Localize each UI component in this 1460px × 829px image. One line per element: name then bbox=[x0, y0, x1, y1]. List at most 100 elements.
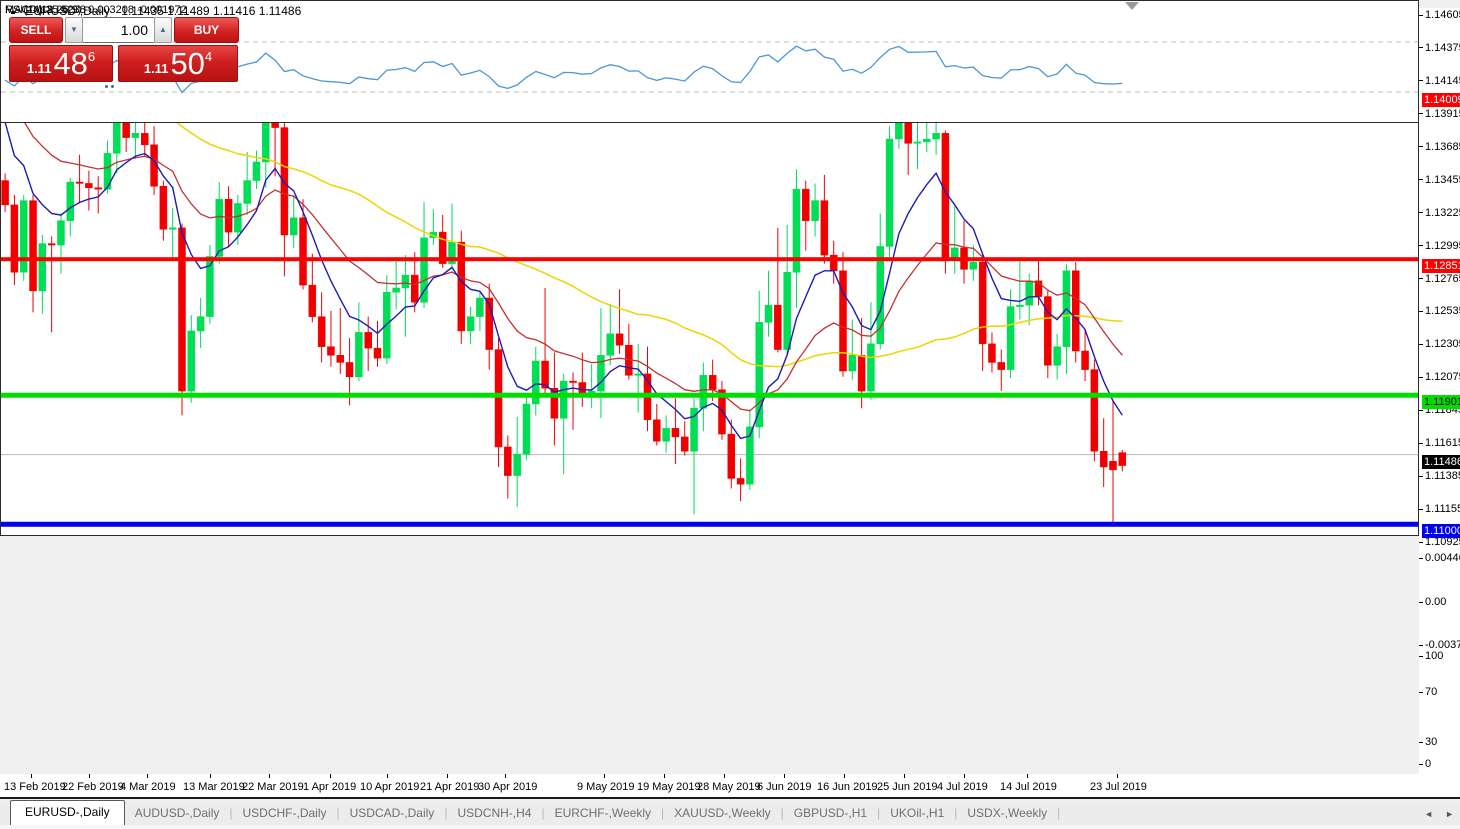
price-axis-tick: 1.14145 bbox=[1419, 74, 1460, 88]
buy-price-base: 1.11 bbox=[143, 61, 169, 76]
date-axis-label: 13 Mar 2019 bbox=[183, 781, 245, 793]
chart-tab-gbpusd[interactable]: GBPUSD-,H1 bbox=[793, 806, 868, 820]
tab-separator: | bbox=[877, 806, 881, 820]
rsi-axis-tick: 100 bbox=[1419, 649, 1443, 663]
price-axis[interactable]: 1.14605 1.14375 1.14145 1.13915 1.13685 1.134… bbox=[1419, 8, 1460, 774]
date-axis-tickmark bbox=[724, 774, 725, 778]
date-axis-label: 16 Jun 2019 bbox=[817, 781, 878, 793]
collapse-triangle-icon[interactable]: ▲ bbox=[9, 7, 17, 16]
date-axis-tickmark bbox=[1027, 774, 1028, 778]
tab-separator: | bbox=[661, 806, 665, 820]
current-price-label: 1.11486 bbox=[1422, 454, 1460, 469]
macd-axis-tick: 0.00 bbox=[1419, 595, 1446, 609]
price-axis-tick: 1.13685 bbox=[1419, 140, 1460, 154]
date-axis-tickmark bbox=[210, 774, 211, 778]
price-axis-tick: 1.14375 bbox=[1419, 41, 1460, 55]
sell-price-quote[interactable]: 1.11 48 6 bbox=[9, 45, 113, 82]
chart-shift-marker-icon[interactable] bbox=[1125, 2, 1139, 10]
chart-tab-bar: EURUSD-,Daily AUDUSD-,Daily | USDCHF-,Daily… bbox=[0, 800, 1460, 825]
date-axis-tickmark bbox=[31, 774, 32, 778]
price-axis-tick: 1.13225 bbox=[1419, 206, 1460, 220]
rsi-axis-tick: 30 bbox=[1419, 735, 1437, 749]
price-axis-tick: 1.11615 bbox=[1419, 436, 1460, 450]
price-axis-tick: 1.11385 bbox=[1419, 469, 1460, 483]
date-axis-label: 30 Apr 2019 bbox=[478, 781, 538, 793]
sell-price-big: 48 bbox=[53, 46, 88, 81]
rsi-axis-tick: 70 bbox=[1419, 685, 1437, 699]
date-axis-label: 19 May 2019 bbox=[637, 781, 701, 793]
level-price-label: 1.14009 bbox=[1422, 93, 1460, 108]
macd-label: MACD(12,26,9) -0.003208 -0.001972 bbox=[5, 4, 187, 16]
tab-separator: | bbox=[780, 806, 784, 820]
date-axis-tickmark bbox=[604, 774, 605, 778]
date-axis-tickmark bbox=[664, 774, 665, 778]
chart-tab-usdchf[interactable]: USDCHF-,Daily bbox=[242, 806, 327, 820]
price-axis-tick: 1.12995 bbox=[1419, 239, 1460, 253]
tab-separator: | bbox=[336, 806, 340, 820]
date-axis-label: 9 May 2019 bbox=[577, 781, 635, 793]
date-axis-tickmark bbox=[330, 774, 331, 778]
rsi-label: RSI(14) 35.5238 bbox=[5, 4, 86, 16]
tab-separator: | bbox=[954, 806, 958, 820]
chart-tab-usdx[interactable]: USDX-,Weekly bbox=[967, 806, 1048, 820]
buy-price-quote[interactable]: 1.11 50 4 bbox=[118, 45, 238, 82]
ohlc-values: 1.11435 1.11489 1.11416 1.11486 bbox=[121, 4, 302, 18]
tab-separator: | bbox=[229, 806, 233, 820]
date-axis-label: 23 Jul 2019 bbox=[1090, 781, 1147, 793]
tab-scroll-right-icon[interactable]: ► bbox=[1445, 809, 1454, 819]
chart-tab-xauusd[interactable]: XAUUSD-,Weekly bbox=[674, 806, 771, 820]
tab-separator: | bbox=[541, 806, 545, 820]
volume-increase-button[interactable]: ▲ bbox=[154, 17, 172, 43]
price-axis-tick: 1.14605 bbox=[1419, 8, 1460, 22]
volume-decrease-button[interactable]: ▼ bbox=[65, 17, 83, 43]
date-axis-label: 22 Feb 2019 bbox=[62, 781, 124, 793]
price-axis-tick: 1.10925 bbox=[1419, 535, 1460, 549]
date-axis-tickmark bbox=[447, 774, 448, 778]
trade-panel-handle[interactable] bbox=[105, 85, 117, 88]
buy-button[interactable]: BUY bbox=[174, 17, 239, 43]
date-axis-label: 4 Jul 2019 bbox=[937, 781, 988, 793]
window-bottom-strip bbox=[0, 825, 1460, 829]
date-axis[interactable]: 13 Feb 2019 22 Feb 2019 4 Mar 2019 13 Mar 2… bbox=[0, 774, 1460, 799]
sell-button[interactable]: SELL bbox=[9, 17, 63, 43]
buy-price-big: 50 bbox=[170, 46, 205, 81]
date-axis-label: 6 Jun 2019 bbox=[757, 781, 812, 793]
sell-price-pip: 6 bbox=[87, 49, 96, 64]
date-axis-label: 21 Apr 2019 bbox=[420, 781, 480, 793]
buy-price-pip: 4 bbox=[204, 49, 213, 64]
date-axis-tickmark bbox=[269, 774, 270, 778]
price-axis-tick: 1.13455 bbox=[1419, 173, 1460, 187]
price-axis-tick: 1.12305 bbox=[1419, 337, 1460, 351]
date-axis-label: 25 Jun 2019 bbox=[877, 781, 938, 793]
level-price-label: 1.11901 bbox=[1422, 395, 1460, 410]
chart-tab-usdcnh[interactable]: USDCNH-,H4 bbox=[457, 806, 532, 820]
date-axis-label: 14 Jul 2019 bbox=[1000, 781, 1057, 793]
date-axis-tickmark bbox=[505, 774, 506, 778]
date-axis-tickmark bbox=[784, 774, 785, 778]
date-axis-tickmark bbox=[844, 774, 845, 778]
one-click-trade-panel: SELL ▼ ▲ BUY 1.11 48 6 1.11 50 4 bbox=[9, 17, 239, 88]
chart-tab-ukoil[interactable]: UKOil-,H1 bbox=[890, 806, 945, 820]
level-price-label: 1.11000 bbox=[1422, 524, 1460, 539]
price-chart-canvas[interactable] bbox=[1, 1, 1418, 535]
tab-scroll-nav: ◄ ► bbox=[1424, 809, 1454, 819]
chart-tabs: EURUSD-,Daily AUDUSD-,Daily | USDCHF-,Daily… bbox=[0, 800, 1060, 825]
tab-separator: | bbox=[444, 806, 448, 820]
volume-input[interactable] bbox=[83, 17, 154, 43]
chart-tab-eurusd[interactable]: EURUSD-,Daily bbox=[10, 800, 125, 825]
chart-tab-usdcad[interactable]: USDCAD-,Daily bbox=[349, 806, 435, 820]
chart-tab-eurchf[interactable]: EURCHF-,Weekly bbox=[554, 806, 652, 820]
date-axis-label: 13 Feb 2019 bbox=[4, 781, 66, 793]
date-axis-tickmark bbox=[1117, 774, 1118, 778]
price-axis-tick: 1.12075 bbox=[1419, 370, 1460, 384]
date-axis-tickmark bbox=[89, 774, 90, 778]
chart-tab-audusd[interactable]: AUDUSD-,Daily bbox=[134, 806, 220, 820]
date-axis-label: 10 Apr 2019 bbox=[360, 781, 420, 793]
symbol-header: ▲ EURUSD-,Daily 1.11435 1.11489 1.11416 … bbox=[9, 4, 301, 18]
date-axis-tickmark bbox=[964, 774, 965, 778]
tab-scroll-left-icon[interactable]: ◄ bbox=[1424, 809, 1434, 819]
symbol-period-label: EURUSD-,Daily bbox=[25, 4, 110, 18]
macd-axis-tick: 0.004465 bbox=[1419, 551, 1460, 565]
date-axis-label: 4 Mar 2019 bbox=[120, 781, 176, 793]
